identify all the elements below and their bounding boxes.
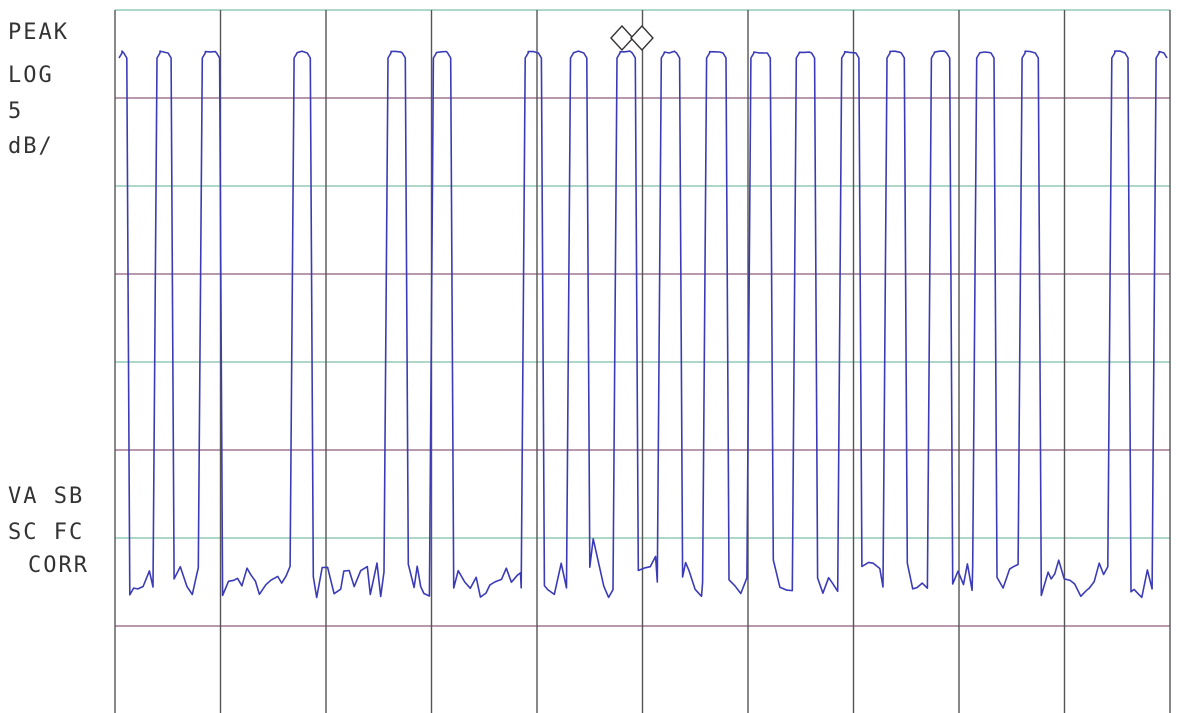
status-line-3: CORR xyxy=(28,553,89,578)
marker-diamond xyxy=(630,24,654,52)
marker-icon xyxy=(610,24,654,52)
scale-value-label: 5 xyxy=(8,99,24,124)
scale-unit-label: dB/ xyxy=(8,134,54,159)
detector-mode-label: PEAK xyxy=(8,20,69,45)
scale-mode-label: LOG xyxy=(8,63,54,88)
status-line-2: SC FC xyxy=(8,520,85,545)
signal-trace xyxy=(118,50,1168,599)
marker-diamond xyxy=(610,24,634,52)
status-line-1: VA SB xyxy=(8,484,85,509)
